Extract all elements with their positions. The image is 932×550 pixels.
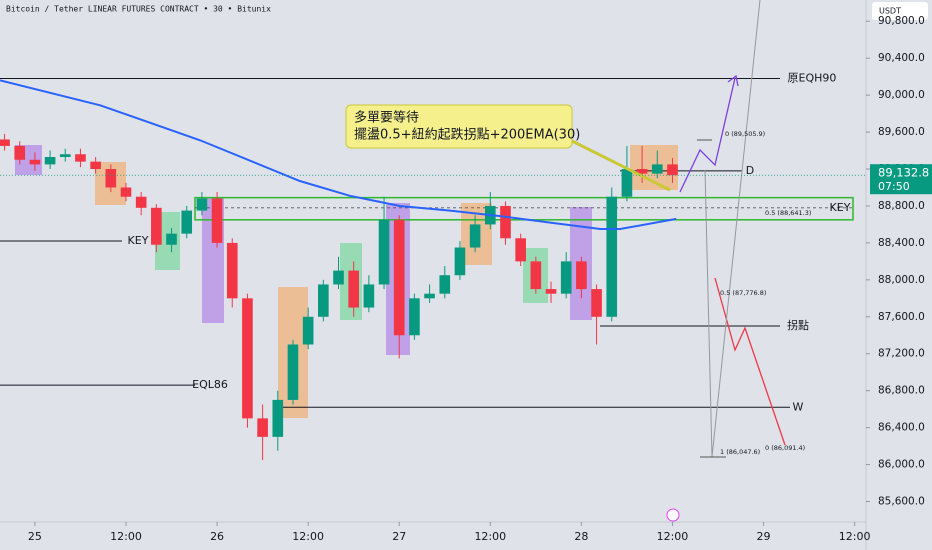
- y-tick-label: 90,000.0: [878, 89, 925, 101]
- level-label: 原EQH90: [788, 72, 837, 85]
- candle-body: [242, 298, 253, 419]
- key-zone-label: KEY: [830, 201, 851, 214]
- callout-text: 擺盪0.5+紐約起跌拐點+200EMA(30): [354, 127, 580, 143]
- candle-body: [667, 164, 678, 176]
- candle-body: [211, 198, 223, 243]
- candle-body: [226, 242, 238, 299]
- candle-body: [348, 270, 359, 308]
- candle-body: [469, 224, 481, 248]
- candle-body: [378, 219, 390, 285]
- callout-text: 多單要等待: [354, 110, 419, 126]
- x-tick-label: 12:00: [110, 530, 142, 543]
- y-tick-label: 88,400.0: [878, 237, 925, 249]
- x-tick-label: 12:00: [474, 530, 506, 543]
- fib-label: 0 (86,091.4): [765, 444, 805, 452]
- candle-body: [105, 169, 117, 188]
- level-label: EQL86: [192, 378, 228, 391]
- candle-body: [287, 344, 299, 400]
- price-tag-countdown: 07:50: [878, 180, 910, 193]
- projection: [727, 74, 739, 87]
- candle-body: [302, 316, 314, 345]
- candle-body: [439, 275, 451, 294]
- x-tick-label: 25: [28, 530, 42, 543]
- level-label: D: [746, 164, 754, 177]
- callout-box: [345, 104, 573, 149]
- candle-body: [59, 154, 71, 158]
- x-tick-label: 29: [757, 530, 771, 543]
- candle-body: [90, 161, 101, 170]
- chart-title: Bitcoin / Tether LINEAR FUTURES CONTRACT…: [6, 5, 271, 14]
- x-tick-label: 28: [574, 530, 588, 543]
- candle-body: [318, 284, 329, 317]
- x-tick-label: 12:00: [839, 530, 871, 543]
- y-tick-label: 85,600.0: [878, 495, 925, 507]
- level-label: 拐點: [787, 318, 809, 332]
- x-tick-label: 26: [210, 530, 224, 543]
- candle-body: [14, 145, 26, 160]
- projection: [679, 77, 736, 193]
- x-tick-label: 27: [392, 530, 406, 543]
- candle-body: [181, 210, 193, 234]
- candle-body: [515, 238, 526, 262]
- candle-body: [393, 219, 405, 336]
- y-tick-label: 88,000.0: [878, 274, 925, 286]
- candle-body: [530, 261, 542, 290]
- candle-body: [120, 187, 132, 197]
- price-tag: [870, 164, 932, 195]
- candle-body: [151, 207, 162, 245]
- candle-body: [560, 261, 572, 294]
- currency: USDT: [879, 7, 901, 16]
- y-tick-label: 87,600.0: [878, 311, 925, 323]
- fib-label: 0.5 (88,641.3): [765, 209, 811, 217]
- candle-body: [424, 293, 435, 299]
- candle-body: [545, 289, 557, 294]
- x-tick-label: 12:00: [292, 530, 324, 543]
- level-label: W: [793, 400, 804, 413]
- y-tick-label: 86,400.0: [878, 422, 925, 434]
- candle-body: [135, 196, 147, 208]
- fib-label: 1 (86,047.6): [720, 448, 760, 456]
- x-tick-label: 12:00: [657, 530, 689, 543]
- candle-body: [75, 154, 86, 162]
- price-tag-value: 89,132.8: [878, 166, 929, 180]
- candle-body: [621, 169, 633, 197]
- candle-body: [606, 196, 618, 317]
- level-label: KEY: [128, 234, 149, 247]
- candle-body: [454, 247, 466, 276]
- candle-body: [363, 284, 375, 308]
- candle-body: [651, 164, 663, 174]
- candle-body: [196, 198, 208, 211]
- projection: [714, 277, 786, 446]
- fib-label: 0.5 (87,776.8): [720, 289, 766, 297]
- y-tick-label: 86,000.0: [878, 459, 925, 471]
- y-tick-label: 90,800.0: [878, 15, 925, 27]
- candle-body: [591, 289, 602, 317]
- candle-body: [257, 418, 268, 437]
- fib-label: 0 (89,505.9): [725, 130, 765, 138]
- event-icon: [666, 508, 680, 522]
- candle-body: [0, 139, 10, 146]
- currency-box: [872, 2, 928, 20]
- y-tick-label: 89,600.0: [878, 126, 925, 138]
- y-tick-label: 86,800.0: [878, 385, 925, 397]
- ema-line: [0, 79, 677, 231]
- candle-body: [44, 157, 56, 165]
- candle-body: [29, 159, 41, 165]
- candle-body: [636, 169, 648, 174]
- y-tick-label: 87,200.0: [878, 348, 925, 360]
- candle-body: [409, 298, 420, 336]
- y-tick-label: 88,800.0: [878, 200, 925, 212]
- candle-body: [166, 233, 177, 245]
- candle-body: [272, 399, 284, 437]
- candle-body: [500, 205, 511, 239]
- candle-body: [576, 261, 587, 290]
- candle-body: [333, 270, 344, 285]
- callout-pointer: [569, 138, 671, 192]
- y-tick-label: 90,400.0: [878, 52, 925, 64]
